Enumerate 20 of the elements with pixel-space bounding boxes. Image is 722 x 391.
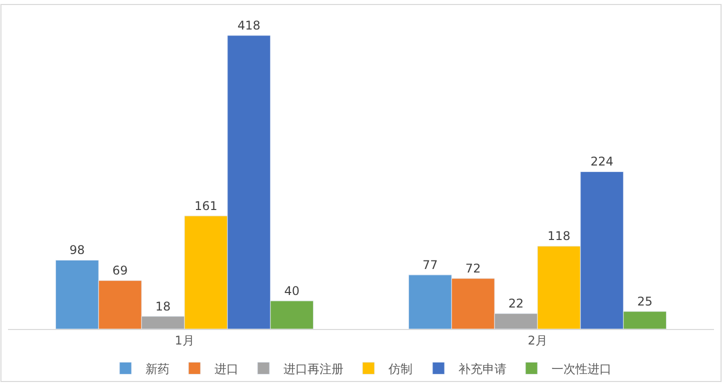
data-label: 22 xyxy=(508,296,524,311)
legend-label: 进口再注册 xyxy=(284,362,344,376)
data-label: 418 xyxy=(237,18,260,32)
data-label: 25 xyxy=(637,294,653,308)
data-label: 77 xyxy=(422,258,438,272)
legend-label: 一次性进口 xyxy=(552,362,612,376)
data-label: 69 xyxy=(112,264,128,278)
data-label: 98 xyxy=(69,243,85,258)
data-label: 72 xyxy=(465,261,481,276)
legend-label: 补充申请 xyxy=(458,362,506,376)
x-tick-label: 2月 xyxy=(528,333,548,348)
data-label: 18 xyxy=(155,299,171,314)
legend-label: 新药 xyxy=(146,362,170,376)
x-tick-label: 1月 xyxy=(174,333,194,348)
data-label: 224 xyxy=(590,154,614,169)
data-label: 161 xyxy=(194,198,218,213)
data-label: 118 xyxy=(548,229,570,244)
legend-label: 进口 xyxy=(214,362,238,376)
data-label: 40 xyxy=(284,284,300,298)
legend-label: 仿制 xyxy=(388,362,412,376)
